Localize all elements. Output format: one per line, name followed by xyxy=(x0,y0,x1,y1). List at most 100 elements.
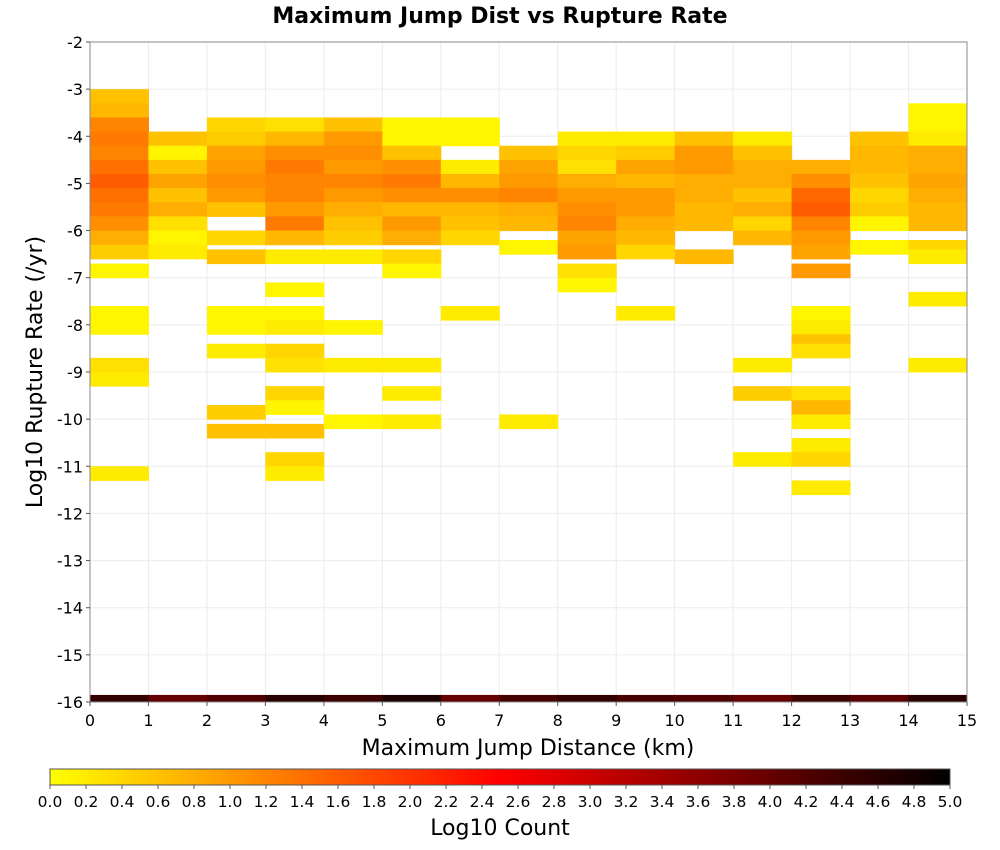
heatmap-cell xyxy=(265,249,325,265)
heatmap-cell xyxy=(382,414,442,430)
heatmap-cell xyxy=(440,117,500,133)
heatmap-cell xyxy=(674,131,734,147)
heatmap-cell xyxy=(90,188,149,203)
heatmap-cells xyxy=(90,89,968,703)
heatmap-cell xyxy=(616,145,676,161)
heatmap-cell xyxy=(265,117,325,133)
heatmap-cell xyxy=(382,357,442,373)
heatmap-cell xyxy=(265,320,325,335)
heatmap-cell xyxy=(323,131,383,147)
heatmap-cell xyxy=(791,174,851,189)
heatmap-cell xyxy=(206,188,266,203)
heatmap-cell xyxy=(148,131,208,147)
heatmap-cell xyxy=(557,216,617,232)
heatmap-cell xyxy=(90,357,149,373)
heatmap-cell xyxy=(674,145,734,161)
heatmap-cell xyxy=(733,159,793,175)
heatmap-cell xyxy=(733,202,793,217)
heatmap-cell xyxy=(499,216,559,232)
heatmap-cell xyxy=(440,230,500,246)
colorbar-tick-label: 1.0 xyxy=(218,793,243,811)
heatmap-cell xyxy=(557,202,617,217)
heatmap-cell xyxy=(382,216,442,232)
x-tick-label: 2 xyxy=(202,711,212,730)
heatmap-cell xyxy=(499,188,559,203)
heatmap-cell xyxy=(90,202,149,217)
heatmap-cell xyxy=(90,263,149,279)
colorbar-tick-label: 2.2 xyxy=(434,793,459,811)
x-tick-label: 14 xyxy=(898,711,918,730)
heatmap-cell xyxy=(850,174,910,189)
heatmap-cell xyxy=(148,694,208,703)
x-tick-label: 7 xyxy=(494,711,504,730)
heatmap-cell xyxy=(90,694,149,703)
heatmap-cell xyxy=(616,694,676,703)
heatmap-cell xyxy=(908,202,968,217)
heatmap-cell xyxy=(557,244,617,260)
heatmap-cell xyxy=(148,145,208,161)
heatmap-cell xyxy=(265,466,325,481)
heatmap-cell xyxy=(499,240,559,255)
heatmap-cell xyxy=(382,131,442,147)
y-tick-label: -13 xyxy=(57,552,83,571)
heatmap-cell xyxy=(206,159,266,175)
x-tick-label: 1 xyxy=(143,711,153,730)
colorbar-tick-label: 2.0 xyxy=(398,793,423,811)
heatmap-cell xyxy=(616,216,676,232)
heatmap-cell xyxy=(850,694,910,703)
heatmap-cell xyxy=(265,694,325,703)
heatmap-cell xyxy=(791,188,851,203)
y-tick-label: -7 xyxy=(67,269,83,288)
heatmap-cell xyxy=(206,249,266,265)
colorbar-tick-label: 0.2 xyxy=(74,793,99,811)
heatmap-cell xyxy=(674,174,734,189)
heatmap-cell xyxy=(499,414,559,430)
heatmap-cell xyxy=(206,117,266,133)
heatmap-cell xyxy=(90,145,149,161)
heatmap-cell xyxy=(206,694,266,703)
heatmap-cell xyxy=(908,188,968,203)
heatmap-cell xyxy=(265,423,325,439)
colorbar-tick-label: 3.4 xyxy=(650,793,675,811)
colorbar-ticks: 0.0 0.2 0.4 0.6 0.8 1.0 1.2 1.4 1.6 1.8 2.0 2.2 2.4 2… xyxy=(38,785,963,811)
x-tick-label: 12 xyxy=(781,711,801,730)
colorbar-tick-label: 3.0 xyxy=(578,793,603,811)
colorbar xyxy=(49,768,951,786)
x-tick-label: 9 xyxy=(611,711,621,730)
heatmap-cell xyxy=(206,405,266,420)
colorbar-tick-label: 4.8 xyxy=(902,793,927,811)
heatmap-cell xyxy=(323,117,383,133)
heatmap-cell xyxy=(382,174,442,189)
heatmap-cell xyxy=(557,263,617,279)
heatmap-cell xyxy=(908,159,968,175)
heatmap-cell xyxy=(323,202,383,217)
heatmap-cell xyxy=(616,244,676,260)
chart-title: Maximum Jump Dist vs Rupture Rate xyxy=(272,4,727,29)
heatmap-cell xyxy=(733,386,793,401)
heatmap-cell xyxy=(616,202,676,217)
colorbar-tick-label: 5.0 xyxy=(938,793,963,811)
heatmap-cell xyxy=(908,249,968,265)
y-tick-label: -2 xyxy=(67,33,83,52)
heatmap-cell xyxy=(323,174,383,189)
x-tick-label: 5 xyxy=(377,711,387,730)
colorbar-label: Log10 Count xyxy=(430,816,570,841)
heatmap-cell xyxy=(674,159,734,175)
heatmap-cell xyxy=(148,188,208,203)
heatmap-cell xyxy=(265,282,325,298)
colorbar-tick-label: 1.6 xyxy=(326,793,351,811)
heatmap-cell xyxy=(557,230,617,246)
heatmap-cell xyxy=(850,131,910,147)
heatmap-cell xyxy=(382,694,442,703)
heatmap-cell xyxy=(382,202,442,217)
heatmap-cell xyxy=(791,202,851,217)
y-axis-label: Log10 Rupture Rate (/yr) xyxy=(23,236,48,508)
heatmap-cell xyxy=(265,343,325,359)
heatmap-cell xyxy=(791,230,851,246)
heatmap-cell xyxy=(90,244,149,260)
heatmap-cell xyxy=(90,159,149,175)
y-axis-ticks: -2 -3 -4 -5 -6 -7 -8 -9 -10 -11 -12 -13 -14 -15 -16 xyxy=(57,33,90,712)
heatmap-cell xyxy=(323,159,383,175)
heatmap-cell xyxy=(206,202,266,217)
heatmap-cell xyxy=(791,244,851,260)
